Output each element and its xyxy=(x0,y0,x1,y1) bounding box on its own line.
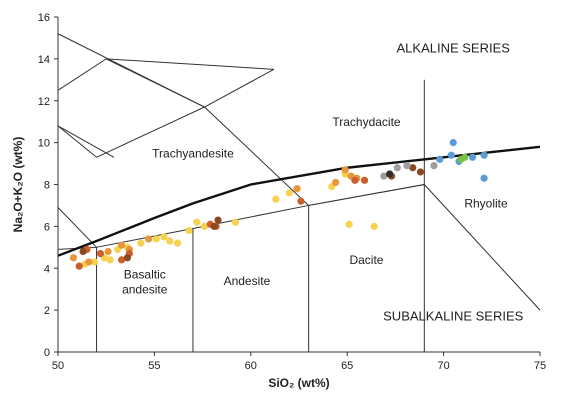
alkaline-divide-line xyxy=(57,145,541,257)
y-tick-label: 8 xyxy=(44,180,50,192)
data-point xyxy=(332,178,340,187)
data-point xyxy=(380,172,388,180)
data-point xyxy=(345,220,353,228)
data-point xyxy=(160,233,168,241)
data-point xyxy=(468,153,477,161)
data-point xyxy=(393,164,401,172)
data-point xyxy=(480,151,488,159)
data-point xyxy=(403,162,411,170)
data-point xyxy=(285,189,293,197)
field-label: Andesite xyxy=(224,274,271,288)
data-point xyxy=(118,256,126,264)
data-point xyxy=(430,162,438,170)
data-point xyxy=(416,168,425,176)
x-axis-title: SiO₂ (wt%) xyxy=(268,376,329,390)
data-point xyxy=(480,174,488,182)
data-point xyxy=(461,153,469,161)
boundary-trachyandesite-left xyxy=(57,125,97,158)
data-point xyxy=(370,222,378,230)
field-boundaries xyxy=(57,33,541,352)
field-label: ALKALINE SERIES xyxy=(397,41,511,56)
boundary-outer-basalt-field xyxy=(57,125,115,158)
data-point xyxy=(118,241,126,249)
y-tick-label: 14 xyxy=(38,54,50,66)
data-point xyxy=(193,218,201,226)
data-point xyxy=(351,176,359,184)
field-label: Trachydacite xyxy=(332,115,401,129)
data-point xyxy=(449,139,457,147)
x-tick-label: 70 xyxy=(437,360,449,372)
data-point xyxy=(341,166,349,174)
data-point xyxy=(200,222,209,230)
x-tick-label: 65 xyxy=(341,360,353,372)
data-point xyxy=(166,237,174,245)
axes xyxy=(57,17,540,353)
data-point xyxy=(104,247,112,256)
x-tick-label: 60 xyxy=(245,360,257,372)
data-point xyxy=(272,195,280,203)
data-point xyxy=(85,258,93,266)
y-tick-label: 4 xyxy=(44,263,50,275)
data-point xyxy=(96,249,105,258)
y-tick-label: 2 xyxy=(44,305,50,317)
data-point xyxy=(386,170,394,178)
data-point xyxy=(173,239,182,247)
boundary-phonotephrite-a xyxy=(57,58,107,91)
data-point xyxy=(214,216,222,224)
data-point xyxy=(79,247,87,256)
data-point xyxy=(185,226,193,235)
alkaline-subalkaline-divide xyxy=(57,145,541,257)
data-points xyxy=(69,139,488,270)
data-point xyxy=(447,151,455,159)
tick-labels: 50 55 60 65 70 75 0 2 4 6 8 10 12 14 16 xyxy=(38,12,546,372)
y-tick-label: 6 xyxy=(44,221,50,233)
x-tick-label: 55 xyxy=(148,360,160,372)
y-tick-label: 12 xyxy=(38,96,50,108)
boundary-upper-left-diag xyxy=(57,33,205,108)
data-point xyxy=(297,197,305,205)
boundary-rhyolite-diag xyxy=(423,184,541,311)
data-point xyxy=(137,239,145,247)
data-point xyxy=(145,235,153,243)
data-point xyxy=(75,262,83,270)
boundary-phonotephrite-c xyxy=(106,58,274,70)
data-point xyxy=(123,254,132,262)
data-point xyxy=(293,185,301,193)
data-point xyxy=(409,164,417,172)
x-tick-label: 75 xyxy=(534,360,546,372)
y-tick-label: 0 xyxy=(44,347,50,359)
data-point xyxy=(69,254,78,262)
data-point xyxy=(231,218,239,226)
data-point xyxy=(436,155,444,163)
boundary-trachyte-upper xyxy=(204,68,275,108)
boundary-trachyandesite-upper xyxy=(96,106,425,206)
y-tick-label: 16 xyxy=(38,12,50,24)
field-label: andesite xyxy=(122,282,168,296)
y-axis-title: Na₂O+K₂O (wt%) xyxy=(11,137,25,233)
data-point xyxy=(152,235,160,243)
data-point xyxy=(210,222,218,230)
data-point xyxy=(360,176,369,184)
data-point xyxy=(91,258,99,266)
field-label: Trachyandesite xyxy=(152,146,234,160)
boundary-basalt-trachybasalt xyxy=(57,207,97,248)
field-label: Rhyolite xyxy=(464,197,508,211)
field-label: Basaltic xyxy=(124,268,166,282)
field-labels: Trachydacite Trachyandesite Basalticandesi… xyxy=(122,41,524,324)
field-label: SUBALKALINE SERIES xyxy=(383,309,523,324)
x-tick-label: 50 xyxy=(52,360,64,372)
y-tick-label: 10 xyxy=(38,138,50,150)
data-point xyxy=(106,256,114,264)
field-label: Dacite xyxy=(349,253,383,267)
